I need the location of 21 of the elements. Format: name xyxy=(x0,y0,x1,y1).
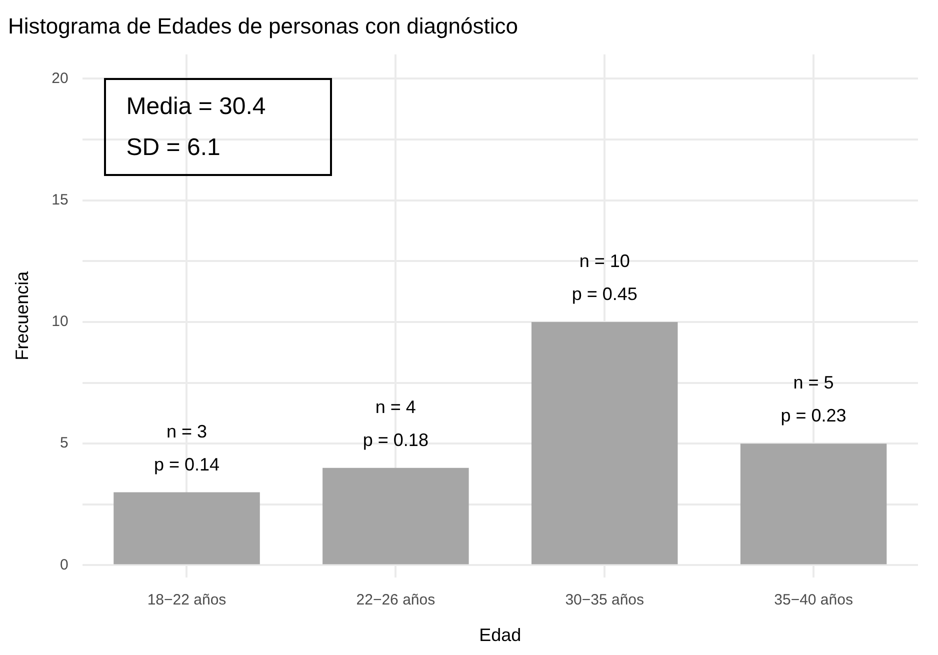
bar xyxy=(322,468,469,564)
y-tick-label: 15 xyxy=(52,191,68,208)
x-tick-label: 22−26 años xyxy=(356,592,436,609)
x-tick-label: 18−22 años xyxy=(147,592,226,609)
data-label: n = 4 p = 0.18 xyxy=(362,396,428,450)
data-label: n = 3 p = 0.14 xyxy=(154,421,220,474)
x-tick-label: 35−40 años xyxy=(774,592,853,609)
data-label: n = 10 p = 0.45 xyxy=(572,250,638,304)
annotation: Media = 30.4 SD = 6.1 xyxy=(104,78,332,176)
bar xyxy=(740,444,887,564)
x-axis-title: Edad xyxy=(479,625,522,646)
bar xyxy=(114,492,260,564)
y-tick-label: 0 xyxy=(60,556,68,574)
y-axis-title: Frecuencia xyxy=(12,270,32,360)
y-tick-label: 20 xyxy=(52,70,68,87)
x-tick-label: 30−35 años xyxy=(565,592,644,609)
chart-title: Histograma de Edades de personas con diagnóstico xyxy=(8,13,518,38)
data-label: n = 5 p = 0.23 xyxy=(780,372,846,426)
y-tick-label: 10 xyxy=(52,313,68,330)
bar xyxy=(531,322,678,564)
y-tick-label: 5 xyxy=(60,434,68,452)
